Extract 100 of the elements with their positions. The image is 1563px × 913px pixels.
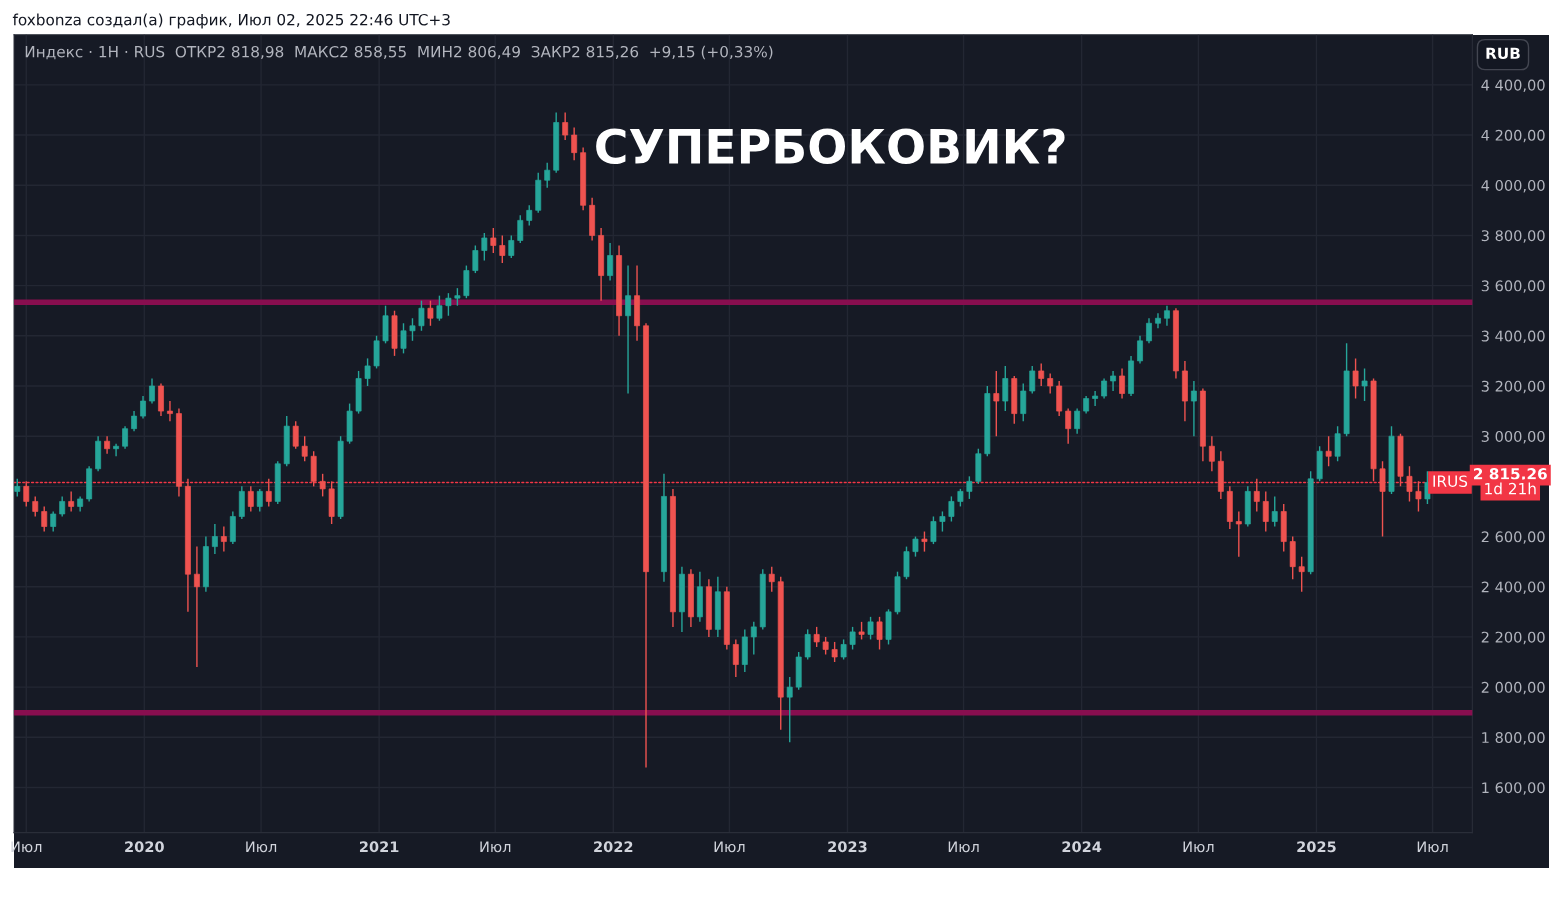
- candlestick: [1334, 425, 1341, 462]
- x-tick-label: 2021: [359, 841, 399, 853]
- candlestick: [1190, 380, 1197, 437]
- y-tick-label: 4 200,00: [1481, 129, 1545, 143]
- y-tick-label: 2 200,00: [1481, 631, 1545, 645]
- candlestick: [813, 626, 820, 648]
- candlestick: [804, 628, 811, 661]
- candlestick: [607, 242, 613, 282]
- candlestick: [50, 510, 57, 533]
- candlestick: [122, 425, 128, 450]
- y-tick-label: 3 200,00: [1481, 380, 1545, 394]
- candlestick: [490, 227, 497, 254]
- candlestick: [562, 111, 569, 141]
- x-tick-label: 2022: [594, 841, 633, 853]
- candlestick: [1415, 480, 1422, 513]
- y-tick-label: 4 000,00: [1481, 179, 1545, 193]
- candlestick: [544, 161, 551, 189]
- candlestick: [1271, 495, 1278, 528]
- candlestick: [292, 420, 299, 450]
- candlestick: [1361, 367, 1368, 402]
- text: RUB: [1486, 47, 1520, 60]
- candlestick: [1029, 365, 1036, 395]
- ref-line-label: IRUS: [1433, 475, 1468, 487]
- y-tick-label: 2 400,00: [1481, 581, 1545, 594]
- candlestick: [786, 676, 793, 744]
- y-tick-label: 1 800,00: [1482, 732, 1545, 745]
- y-tick-label: 2 000,00: [1481, 681, 1545, 695]
- candlestick: [930, 515, 937, 545]
- candlestick: [23, 480, 30, 508]
- y-tick-label: 3 800,00: [1481, 230, 1545, 243]
- candlestick: [256, 488, 263, 513]
- candlestick: [1065, 407, 1072, 445]
- candlestick: [1406, 465, 1413, 503]
- candlestick: [265, 478, 272, 508]
- candlestick: [1092, 390, 1099, 407]
- candlestick: [113, 443, 119, 457]
- candlestick: [445, 292, 452, 317]
- y-tick-label: 3 600,00: [1481, 280, 1545, 293]
- x-tick-label: Июл: [1417, 841, 1448, 853]
- candlestick: [867, 616, 874, 641]
- candlestick: [876, 616, 883, 651]
- y-tick-label: 3 400,00: [1481, 330, 1545, 344]
- candlestick: [1101, 377, 1107, 400]
- y-tick-label: 1 600,00: [1482, 782, 1545, 795]
- candlestick: [768, 565, 775, 593]
- candlestick: [1352, 357, 1359, 400]
- candlestick: [436, 294, 443, 322]
- candlestick: [1074, 407, 1081, 435]
- x-tick-label: Июл: [1183, 841, 1214, 853]
- candlestick: [472, 244, 479, 274]
- candlestick: [418, 299, 425, 332]
- candlestick: [149, 377, 155, 405]
- candlestick: [32, 495, 39, 518]
- y-tick-label: 4 400,00: [1481, 79, 1545, 93]
- candlestick: [517, 214, 524, 244]
- x-tick-label: 2023: [828, 841, 867, 853]
- candlestick: [1164, 305, 1170, 327]
- candlestick: [301, 435, 308, 462]
- candlestick: [1235, 510, 1242, 558]
- text: 2 815,26: [1474, 468, 1547, 482]
- x-tick-label: 2024: [1062, 841, 1102, 853]
- candlestick: [427, 299, 434, 327]
- candlestick: [849, 626, 856, 651]
- candlestick: [948, 495, 955, 523]
- candlestick: [1002, 365, 1009, 412]
- candlestick: [1119, 367, 1125, 400]
- candlestick: [831, 641, 838, 663]
- text: 1d 21h: [1485, 482, 1536, 495]
- candlestick: [247, 485, 254, 513]
- candlestick: [499, 234, 506, 264]
- candlestick: [131, 410, 137, 432]
- candlestick: [41, 505, 48, 533]
- candlestick: [364, 357, 371, 387]
- candlestick: [319, 473, 326, 498]
- candlestick: [211, 523, 218, 555]
- candlestick: [571, 126, 578, 161]
- x-tick-label: Июл: [948, 841, 979, 853]
- candlestick: [140, 395, 146, 420]
- annotation: СУПЕРБОКОВИК?: [596, 128, 1065, 165]
- y-tick-label: 3 000,00: [1481, 430, 1545, 444]
- candlestick: [1325, 435, 1332, 467]
- x-tick-label: Июл: [714, 841, 745, 853]
- candlestick: [750, 621, 757, 656]
- candlestick: [400, 322, 407, 355]
- candlestick: [840, 638, 847, 661]
- x-tick-label: 2025: [1297, 841, 1336, 853]
- text: Индекс · 1H · RUS ОТКР2 818,98 МАКС2 858,55 МИН2 806,49 ЗАКР2 815,26 +9,15 (+0,33%): [25, 45, 773, 60]
- x-tick-label: 2020: [125, 841, 164, 853]
- candlestick: [993, 370, 1000, 437]
- candlestick: [508, 234, 515, 259]
- candlestick: [625, 264, 631, 395]
- candlestick: [1020, 382, 1027, 422]
- candlestick: [481, 232, 488, 262]
- candlestick: [1110, 370, 1116, 392]
- candlestick: [912, 535, 919, 558]
- candlestick: [1262, 490, 1269, 533]
- candlestick: [59, 495, 66, 518]
- candlestick: [966, 475, 973, 500]
- candlestick: [1208, 435, 1215, 473]
- candlestick: [921, 530, 928, 553]
